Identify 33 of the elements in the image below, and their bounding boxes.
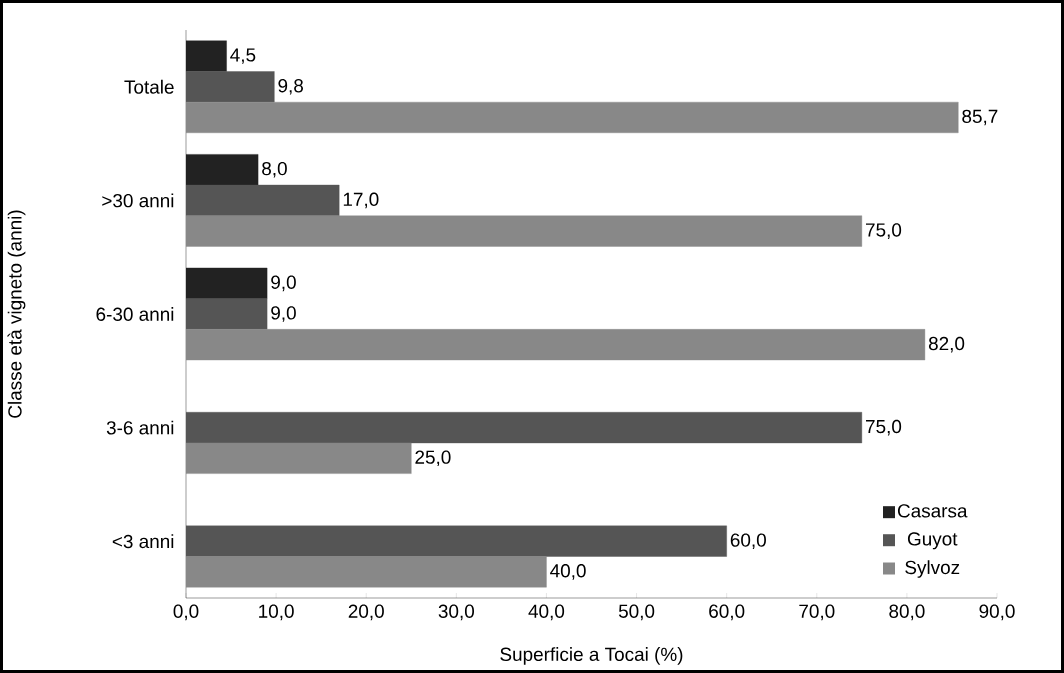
data-label: 60,0 [730, 533, 766, 550]
y-tick-label: 3-6 anni [106, 420, 174, 435]
x-tick-label: 50,0 [618, 604, 655, 621]
legend-label: Casarsa [897, 504, 968, 518]
y-axis-title: Classe età vigneto (anni) [7, 210, 26, 418]
data-label: 40,0 [550, 564, 586, 580]
data-label: 85,7 [962, 109, 998, 126]
y-tick-label: >30 anni [102, 193, 174, 208]
x-tick-label: 80,0 [889, 604, 925, 621]
y-tick-label: 6-30 anni [96, 307, 174, 321]
x-tick-label: 30,0 [438, 604, 475, 621]
legend-label: Guyot [907, 532, 958, 550]
x-tick-label: 90,0 [979, 604, 1015, 621]
x-tick-label: 10,0 [259, 604, 294, 621]
x-tick-label: 60,0 [709, 604, 745, 621]
y-tick-label: <3 anni [112, 534, 174, 549]
data-label: 9,0 [271, 275, 296, 292]
x-axis-title: Superficie a Tocai (%) [500, 647, 683, 665]
data-label: 9,0 [271, 306, 296, 322]
data-label: 75,0 [866, 223, 902, 239]
data-label: 17,0 [343, 192, 379, 209]
x-tick-label: 0,0 [173, 604, 199, 621]
data-label: 9,8 [278, 78, 303, 95]
x-tick-label: 40,0 [528, 604, 565, 621]
x-tick-label: 20,0 [348, 604, 384, 621]
data-label: 4,5 [230, 48, 256, 64]
y-tick-label: Totale [124, 79, 174, 94]
legend-label: Sylvoz [905, 560, 960, 578]
data-label: 82,0 [928, 336, 965, 353]
data-label: 8,0 [262, 161, 287, 178]
x-tick-label: 70,0 [799, 604, 835, 621]
data-label: 75,0 [866, 419, 902, 436]
data-label: 25,0 [415, 450, 451, 467]
